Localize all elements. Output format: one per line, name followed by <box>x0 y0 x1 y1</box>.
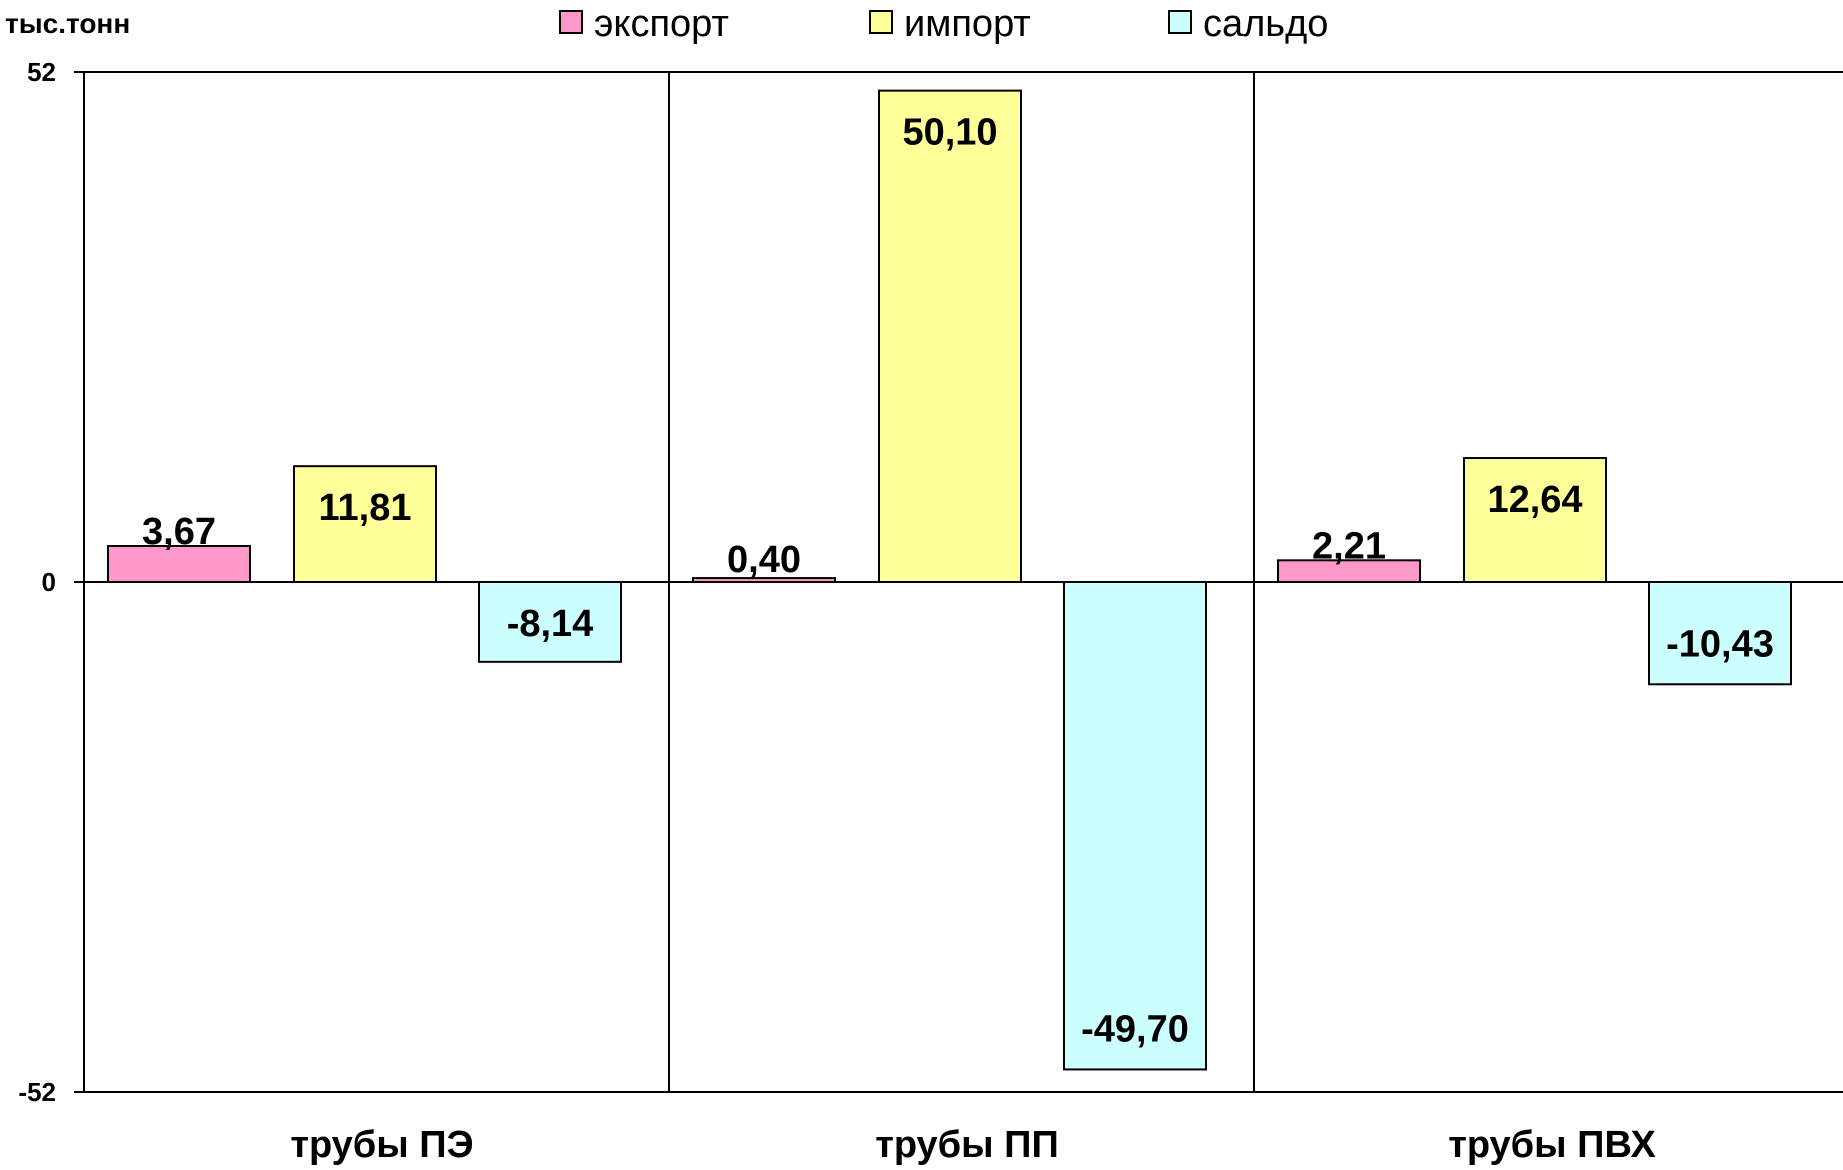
data-label: -10,43 <box>1666 623 1774 665</box>
data-label: -49,70 <box>1081 1008 1189 1050</box>
legend-label: сальдо <box>1203 3 1328 45</box>
data-label: 50,10 <box>902 112 997 154</box>
bar-импорт <box>1463 457 1607 583</box>
x-category-label: трубы ПП <box>875 1124 1059 1166</box>
data-label: 3,67 <box>142 511 216 553</box>
y-tick-label: 0 <box>42 567 56 597</box>
bar-экспорт <box>107 545 251 584</box>
bars <box>107 89 1792 1071</box>
data-label: 11,81 <box>319 487 412 529</box>
data-label: 12,64 <box>1487 479 1582 521</box>
data-label: 2,21 <box>1312 525 1386 567</box>
data-label: 0,40 <box>727 539 801 581</box>
legend-label: экспорт <box>594 3 729 45</box>
bar-импорт <box>878 89 1022 583</box>
y-tick-label: 52 <box>27 57 56 87</box>
x-category-label: трубы ПЭ <box>290 1124 473 1166</box>
bar-сальдо <box>1063 581 1207 1071</box>
legend-swatch-экспорт <box>559 10 583 34</box>
bar-сальдо <box>478 581 622 663</box>
y-tick-label: -52 <box>18 1077 56 1107</box>
data-label: -8,14 <box>507 603 594 645</box>
legend-swatch-сальдо <box>1168 10 1192 34</box>
data-labels: 3,67 11,81 -8,14 0,40 50,10 -49,70 2,21 12,64 -1… <box>142 112 1774 1051</box>
plot-area: 52 0 -52 3,67 11,81 -8,14 0,40 50,10 -49,70 2,21 1… <box>18 57 1843 1166</box>
bar-сальдо <box>1648 581 1792 686</box>
bar-импорт <box>293 465 437 583</box>
legend: экспорт импорт сальдо <box>559 3 1328 45</box>
x-category-label: трубы ПВХ <box>1448 1124 1656 1166</box>
legend-swatch-импорт <box>869 10 893 34</box>
y-unit-label: тыс.тонн <box>5 8 130 39</box>
legend-label: импорт <box>904 3 1031 45</box>
